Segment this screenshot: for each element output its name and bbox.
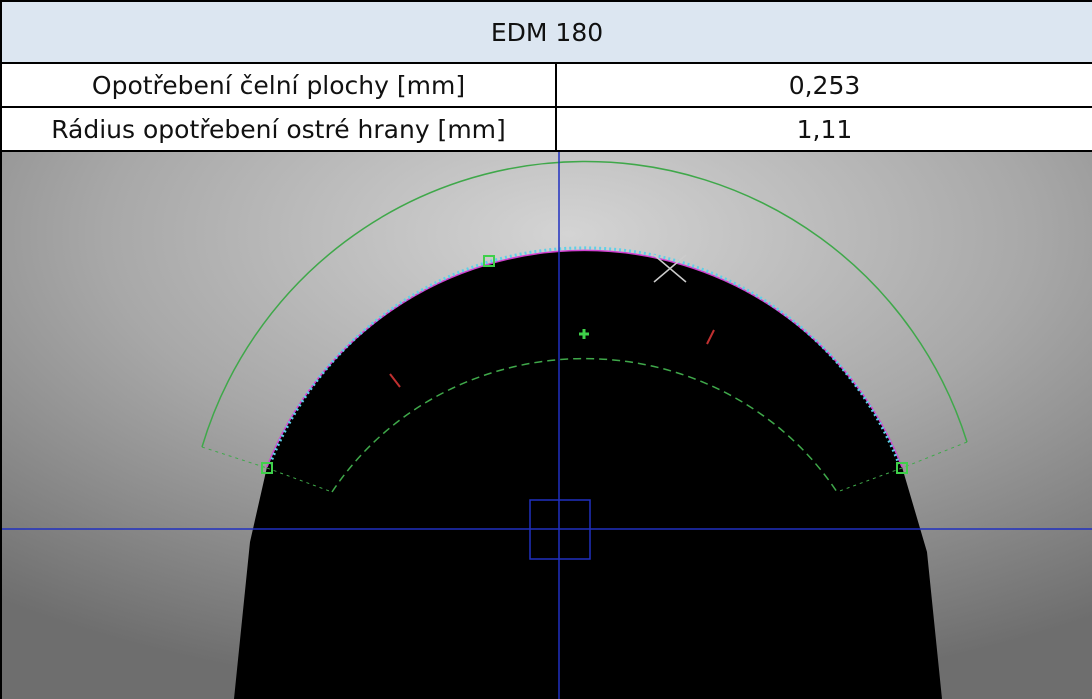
- screen: EDM 180 Opotřebení čelní plochy [mm] 0,2…: [0, 0, 1092, 699]
- microscope-image: [2, 152, 1092, 699]
- row-label: Rádius opotřebení ostré hrany [mm]: [2, 108, 557, 152]
- table-title: EDM 180: [2, 2, 1092, 64]
- row-label: Opotřebení čelní plochy [mm]: [2, 64, 557, 108]
- row-value: 0,253: [557, 64, 1092, 108]
- row-value: 1,11: [557, 108, 1092, 152]
